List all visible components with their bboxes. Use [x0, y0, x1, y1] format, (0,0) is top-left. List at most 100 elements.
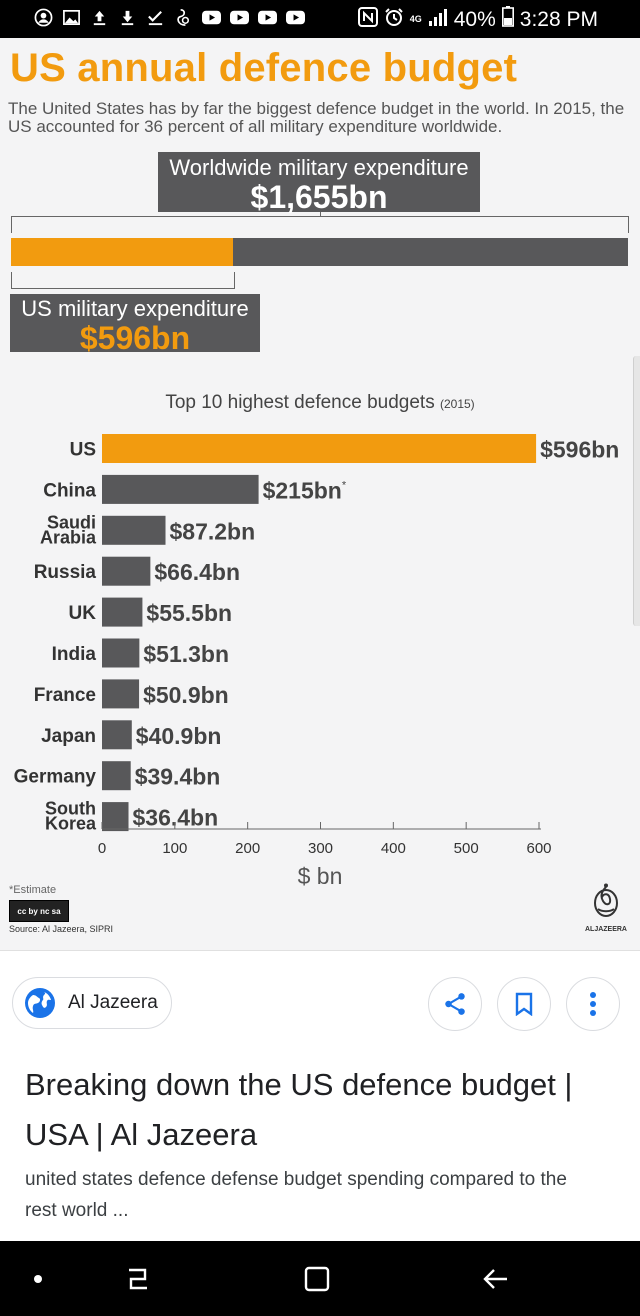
infographic-subtitle: The United States has by far the biggest… [8, 99, 625, 136]
x-tick-label: 0 [98, 840, 106, 857]
x-tick-label: 300 [308, 840, 333, 857]
recent-apps-icon [129, 1268, 147, 1290]
value-label: $66.4bn [154, 559, 240, 585]
value-label: $87.2bn [170, 518, 256, 544]
x-tick-label: 200 [235, 840, 260, 857]
x-axis-label: $ bn [298, 863, 343, 888]
divider [0, 950, 640, 951]
value-label: $51.3bn [143, 641, 229, 667]
value-label: $55.5bn [146, 600, 232, 626]
bar [102, 556, 151, 586]
bar [102, 638, 140, 668]
us-value: $596bn [79, 320, 191, 356]
x-tick-label: 500 [454, 840, 479, 857]
system-icons: 4G 40% 3:28 PM [357, 6, 598, 33]
youtube-icon [258, 8, 277, 27]
status-bar: 4G 40% 3:28 PM [0, 0, 640, 38]
bar [102, 434, 537, 463]
category-label: China [43, 480, 96, 501]
category-label: Russia [34, 562, 97, 583]
source-name: Al Jazeera [68, 992, 158, 1013]
dot-icon [34, 1275, 42, 1283]
category-label: Germany [14, 767, 97, 788]
estimate-note: *Estimate [9, 884, 57, 896]
value-label: $36.4bn [133, 805, 219, 831]
save-button[interactable] [497, 977, 551, 1031]
alarm-icon [384, 7, 404, 33]
share-button[interactable] [428, 977, 482, 1031]
youtube-icon [286, 8, 305, 27]
bar [102, 597, 143, 627]
clock: 3:28 PM [519, 7, 598, 31]
image-icon [62, 8, 81, 27]
value-label: $215bn* [263, 477, 347, 503]
globe-icon [24, 987, 56, 1019]
check-icon [146, 8, 165, 27]
bar [102, 474, 259, 504]
al-jazeera-logo-icon [594, 883, 618, 917]
category-label: Japan [41, 726, 96, 747]
bar [102, 802, 129, 832]
category-label: Arabia [40, 527, 97, 547]
category-label: UK [69, 603, 97, 624]
signal-icon [428, 7, 448, 33]
worldwide-share-bar [11, 238, 628, 266]
al-jazeera-logo-text: ALJAZEERA [584, 926, 627, 933]
bar [102, 515, 166, 545]
source-chip[interactable]: Al Jazeera [12, 977, 172, 1029]
chart-title: Top 10 highest defence budgets (2015) [0, 392, 640, 414]
infographic-title: US annual defence budget [10, 46, 518, 90]
value-label: $39.4bn [135, 764, 221, 790]
nav-dot-button[interactable] [18, 1259, 58, 1299]
al-jazeera-logo: ALJAZEERA [582, 883, 630, 933]
result-title[interactable]: Breaking down the US defence budget | US… [25, 1067, 573, 1152]
bookmark-icon [515, 992, 533, 1016]
image-viewer-scroll-handle[interactable] [633, 356, 640, 626]
bar [102, 761, 131, 791]
worldwide-expenditure-box: Worldwide military expenditure $1,655bn [158, 152, 480, 213]
network-type-icon: 4G [409, 14, 422, 24]
us-bracket [11, 272, 236, 289]
us-share-bar [11, 238, 234, 266]
worldwide-bracket [11, 216, 629, 233]
avatar-icon [34, 8, 53, 27]
battery-percent: 40% [453, 7, 496, 31]
category-label: South [45, 799, 96, 819]
chart-title-text: Top 10 highest defence budgets [165, 392, 435, 413]
source-note: Source: Al Jazeera, SIPRI [9, 924, 114, 934]
more-vertical-icon [590, 992, 596, 1016]
category-label: US [70, 440, 96, 461]
us-label: US military expenditure [21, 296, 249, 321]
recent-apps-button[interactable] [118, 1259, 158, 1299]
chart-year: (2015) [439, 397, 475, 411]
value-label: $50.9bn [143, 682, 229, 708]
category-label: France [34, 685, 96, 706]
us-expenditure-box: US military expenditure $596bn [10, 294, 260, 356]
value-label: $40.9bn [136, 723, 222, 749]
infographic-image[interactable]: US annual defence budget The United Stat… [0, 38, 640, 950]
more-options-button[interactable] [566, 977, 620, 1031]
bracket-connector [320, 212, 321, 217]
nfc-icon [357, 6, 378, 33]
upload-icon [90, 8, 109, 27]
home-icon [304, 1266, 330, 1292]
result-snippet: united states defence defense budget spe… [25, 1169, 567, 1221]
home-button[interactable] [297, 1259, 337, 1299]
youtube-icon [202, 8, 221, 27]
back-button[interactable] [476, 1259, 516, 1299]
x-tick-label: 400 [381, 840, 406, 857]
bar [102, 720, 132, 750]
value-label: $596bn [540, 437, 619, 463]
worldwide-label: Worldwide military expenditure [169, 155, 469, 180]
navigation-bar [0, 1241, 640, 1316]
bar [102, 679, 140, 709]
battery-icon [501, 6, 514, 33]
x-tick-label: 600 [526, 840, 551, 857]
category-label: Korea [45, 814, 97, 834]
x-tick-label: 100 [162, 840, 187, 857]
notification-icons [34, 8, 305, 27]
back-arrow-icon [483, 1269, 507, 1289]
category-label: India [52, 644, 97, 665]
youtube-icon [230, 8, 249, 27]
